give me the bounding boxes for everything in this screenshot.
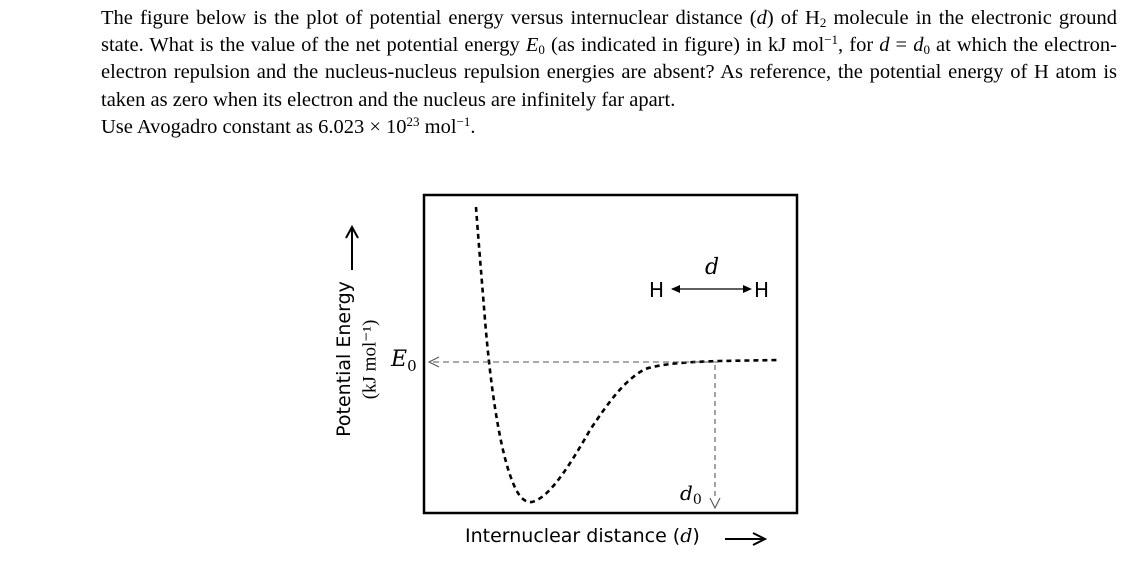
superscript: 23 bbox=[406, 113, 420, 129]
text-run: molecule in the electronic ground state.… bbox=[101, 7, 1117, 57]
x-axis-text: Internuclear distance ( bbox=[465, 525, 681, 547]
superscript: −1 bbox=[824, 32, 839, 48]
text-run: , for bbox=[838, 34, 880, 57]
question-paragraph: The figure below is the plot of potentia… bbox=[101, 5, 1117, 114]
y-axis-label: Potential Energy bbox=[333, 281, 355, 437]
question-text: The figure below is the plot of potentia… bbox=[101, 5, 1117, 141]
d0-symbol: d bbox=[680, 481, 693, 505]
var-d: d bbox=[756, 7, 767, 29]
text-run: at which the electron-electron repulsion… bbox=[101, 34, 1118, 111]
text-run: Use Avogadro constant as 6.023 × 10 bbox=[101, 115, 407, 138]
var-e: E bbox=[525, 34, 539, 57]
d-arrow-left-head bbox=[671, 285, 680, 293]
e0-label: E0 bbox=[391, 347, 417, 375]
h-atom-right: H bbox=[754, 278, 770, 302]
text-run: (as indicated in figure) in kJ mol bbox=[544, 34, 825, 57]
var-d: d bbox=[913, 34, 924, 57]
y-axis-unit: (kJ mol⁻¹) bbox=[359, 319, 381, 400]
y-axis-arrowhead bbox=[345, 224, 359, 239]
subscript: 0 bbox=[923, 42, 930, 58]
x-axis-label: Internuclear distance (d) bbox=[465, 525, 700, 547]
e0-arrowhead bbox=[427, 356, 440, 368]
x-axis-text-end: ) bbox=[692, 525, 700, 547]
subscript: 2 bbox=[819, 15, 827, 30]
e0-subscript: 0 bbox=[407, 357, 417, 375]
text-run: The figure below is the plot of potentia… bbox=[101, 7, 757, 29]
text-run: ) of H bbox=[766, 7, 820, 29]
d0-label: d0 bbox=[680, 481, 702, 508]
d0-subscript: 0 bbox=[692, 492, 702, 508]
e0-symbol: E bbox=[391, 347, 408, 372]
text-run: = bbox=[889, 34, 914, 57]
potential-curve bbox=[474, 206, 779, 504]
plot-frame bbox=[422, 193, 799, 515]
h-atom-left: H bbox=[649, 278, 665, 302]
subscript: 0 bbox=[538, 42, 545, 58]
var-d: d bbox=[879, 34, 890, 57]
d-arrow-right-head bbox=[743, 285, 752, 293]
x-axis-var: d bbox=[680, 525, 693, 547]
avogadro-line: Use Avogadro constant as 6.023 × 1023 mo… bbox=[101, 114, 1117, 141]
d0-arrowhead bbox=[709, 497, 721, 510]
superscript: −1 bbox=[456, 113, 471, 129]
text-run: mol bbox=[419, 115, 457, 138]
d-label: d bbox=[705, 255, 720, 280]
x-axis-arrowhead bbox=[752, 532, 768, 546]
text-run: . bbox=[470, 115, 476, 138]
